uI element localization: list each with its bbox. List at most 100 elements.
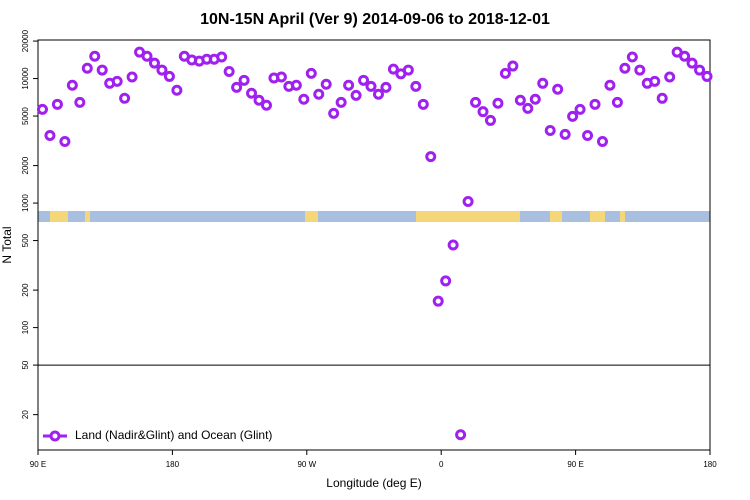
y-tick-label: 5000 [21,107,30,125]
point [216,51,228,63]
point [141,50,153,62]
point [111,75,123,87]
point [66,79,78,91]
point [223,65,235,77]
point [499,67,511,79]
point [567,110,579,122]
point [119,92,131,104]
point [410,80,422,92]
point [350,89,362,101]
point [492,97,504,109]
y-tick-label: 500 [21,233,30,247]
point [253,94,265,106]
point [537,77,549,89]
point [686,57,698,69]
point [649,75,661,87]
x-tick-label: 90 W [297,460,316,469]
y-tick-label: 100 [21,320,30,334]
point [358,74,370,86]
point [604,79,616,91]
point [126,71,138,83]
point [44,129,56,141]
point [290,79,302,91]
legend-label: Land (Nadir&Glint) and Ocean (Glint) [75,428,272,442]
point [656,92,668,104]
point [387,63,399,75]
point [484,114,496,126]
y-tick-label: 20 [21,410,30,419]
point [335,96,347,108]
point [343,79,355,91]
point [559,128,571,140]
y-tick-label: 50 [21,360,30,369]
x-tick-label: 90 E [567,460,583,469]
point [440,275,452,287]
x-tick-label: 180 [703,460,717,469]
point [574,103,586,115]
point [372,88,384,100]
point [701,70,713,82]
point [470,96,482,108]
point [634,64,646,76]
point [89,50,101,62]
point [611,96,623,108]
point [626,51,638,63]
point [96,64,108,76]
x-axis-label: Longitude (deg E) [326,476,421,490]
point [231,81,243,93]
point [582,129,594,141]
point [522,102,534,114]
legend-marker [49,430,61,442]
point [246,87,258,99]
point [447,239,459,251]
point [305,67,317,79]
point [455,429,467,441]
point [425,151,437,163]
x-tick-label: 0 [439,460,444,469]
point [81,62,93,74]
point [589,98,601,110]
point [514,94,526,106]
point [679,50,691,62]
point [417,98,429,110]
point [74,96,86,108]
point [529,93,541,105]
point [156,64,168,76]
y-tick-label: 200 [21,283,30,297]
point [275,71,287,83]
point [544,124,556,136]
point [664,71,676,83]
point [328,107,340,119]
point [148,57,160,69]
y-axis-label: N Total [0,226,14,263]
point [380,81,392,93]
point [171,84,183,96]
point [320,78,332,90]
x-tick-label: 180 [166,460,180,469]
point [298,93,310,105]
point [552,83,564,95]
point [313,88,325,100]
point [163,70,175,82]
point [59,136,71,148]
point [402,64,414,76]
point [507,60,519,72]
chart-title: 10N-15N April (Ver 9) 2014-09-06 to 2018… [200,11,550,28]
plot-frame [37,39,711,451]
y-tick-label: 20000 [21,29,30,52]
point [596,136,608,148]
y-tick-label: 1000 [21,194,30,212]
point [36,103,48,115]
point [477,106,489,118]
point [694,64,706,76]
point [51,98,63,110]
x-tick-label: 90 E [30,460,46,469]
point [432,295,444,307]
point [619,62,631,74]
y-tick-label: 2000 [21,156,30,174]
y-tick-label: 10000 [21,67,30,90]
point [260,99,272,111]
point [365,80,377,92]
point [462,195,474,207]
